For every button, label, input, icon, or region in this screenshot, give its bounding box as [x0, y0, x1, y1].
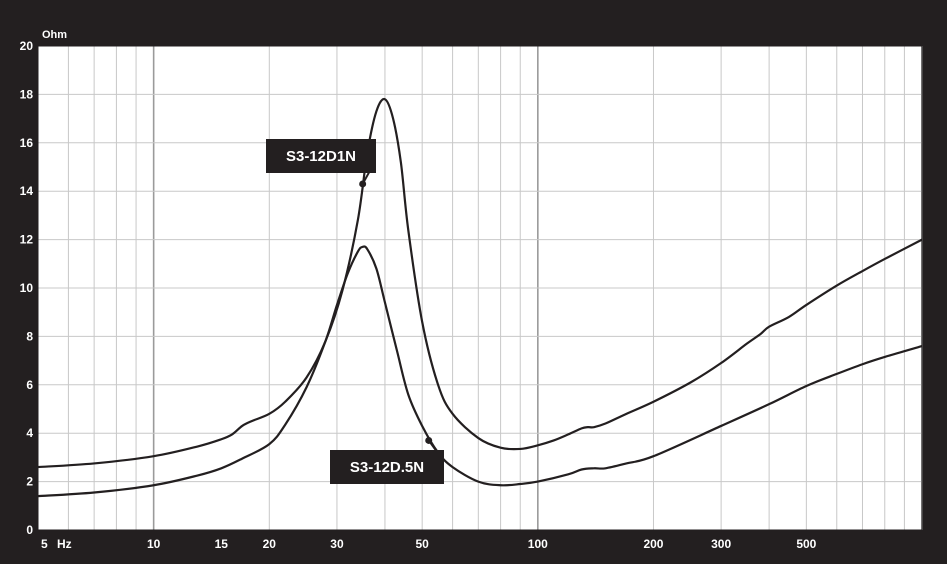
x-tick-label: 100	[528, 537, 548, 551]
series-lines	[37, 97, 923, 498]
plot-border	[37, 45, 923, 531]
x-tick-label: 50	[415, 537, 429, 551]
callout-box	[330, 450, 444, 484]
x-unit-label: Hz	[57, 537, 72, 551]
x-tick-label: 30	[330, 537, 344, 551]
callout-label: S3-12D.5N	[350, 459, 424, 476]
y-tick-label: 8	[26, 329, 33, 343]
series-line-1	[37, 97, 923, 469]
x-tick-label: 200	[643, 537, 663, 551]
y-tick-label: 18	[20, 87, 34, 101]
x-tick-label: 10	[147, 537, 161, 551]
x-tick-label: 500	[796, 537, 816, 551]
x-tick-label: 300	[711, 537, 731, 551]
callout-marker	[359, 180, 367, 188]
y-tick-label: 4	[26, 426, 33, 440]
series-callouts: S3-12D1N S3-12D.5N	[266, 139, 444, 484]
y-tick-label: 20	[20, 39, 34, 53]
y-tick-label: 6	[26, 378, 33, 392]
y-unit-label: Ohm	[42, 29, 67, 41]
series-line-2	[37, 245, 923, 498]
x-tick-label: 5	[41, 537, 48, 551]
callout-marker	[425, 436, 433, 444]
y-tick-label: 12	[20, 233, 34, 247]
y-tick-label: 10	[20, 281, 34, 295]
y-tick-label: 0	[26, 523, 33, 537]
y-tick-label: 14	[20, 184, 34, 198]
callout-box	[266, 139, 376, 173]
x-tick-label: 15	[215, 537, 229, 551]
x-tick-label: 20	[263, 537, 277, 551]
axes: 0 2 4 6 8 10 12 14 16 18 20 5 10 15 20 30 50 100 200 300 500	[20, 39, 923, 551]
y-tick-label: 16	[20, 136, 34, 150]
y-tick-label: 2	[26, 475, 33, 489]
callout-label: S3-12D1N	[286, 148, 356, 165]
